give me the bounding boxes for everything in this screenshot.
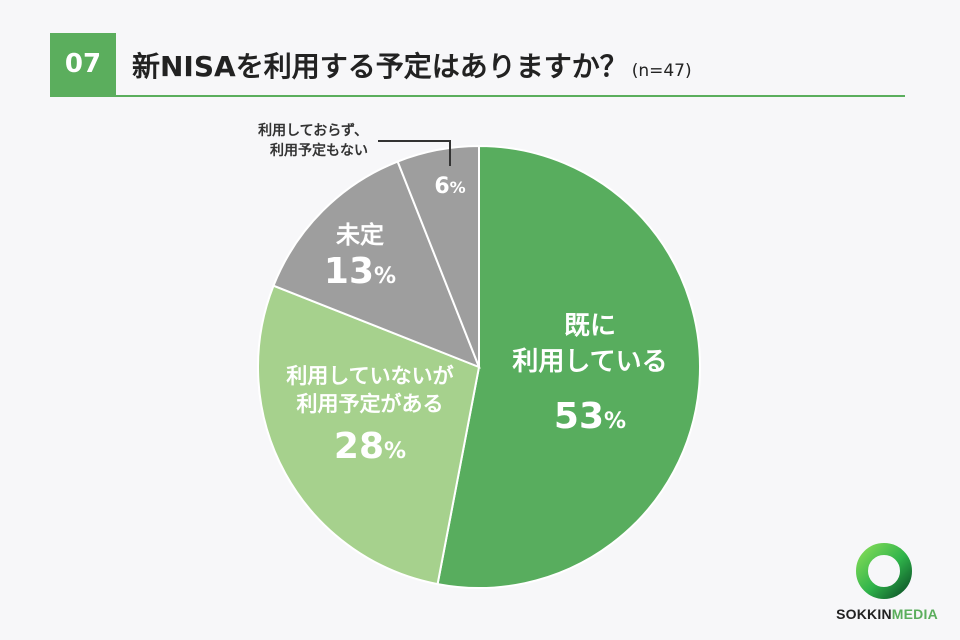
sokkin-media-logo: SOKKINMEDIA	[832, 542, 942, 628]
slice-label-4-line-1: 利用しておらず、	[258, 122, 368, 139]
chart-header: 07 新NISAを利用する予定はありますか？ (n=47)	[50, 33, 905, 97]
slice-label-4-line-2: 利用予定もない	[270, 142, 368, 159]
pie-slice-4	[396, 144, 480, 368]
slice-leader-line	[378, 140, 451, 166]
logo-text-sokkin: SOKKIN	[836, 606, 892, 622]
slice-value-4: 6%	[434, 174, 465, 199]
slice-label-2-line-2: 利用予定がある	[297, 392, 444, 416]
logo-text-media: MEDIA	[891, 606, 938, 622]
slice-label-3-line-1: 未定	[336, 221, 384, 249]
question-number: 07	[50, 33, 116, 95]
pie-slice-3	[272, 160, 481, 369]
title-text: 新NISAを利用する予定はありますか？	[132, 50, 628, 83]
slice-label-1-line-2: 利用している	[512, 347, 667, 377]
pie-slice-2	[257, 284, 481, 586]
header-divider	[50, 95, 905, 97]
logo-text: SOKKINMEDIA	[832, 606, 942, 622]
pie-slice-1	[436, 144, 701, 589]
chart-title: 新NISAを利用する予定はありますか？ (n=47)	[132, 45, 692, 85]
slice-label-1-line-1: 既に	[564, 311, 616, 341]
logo-ring-icon	[856, 543, 912, 599]
sample-size: (n=47)	[631, 61, 692, 81]
slice-label-2-line-1: 利用していないが	[286, 364, 453, 388]
